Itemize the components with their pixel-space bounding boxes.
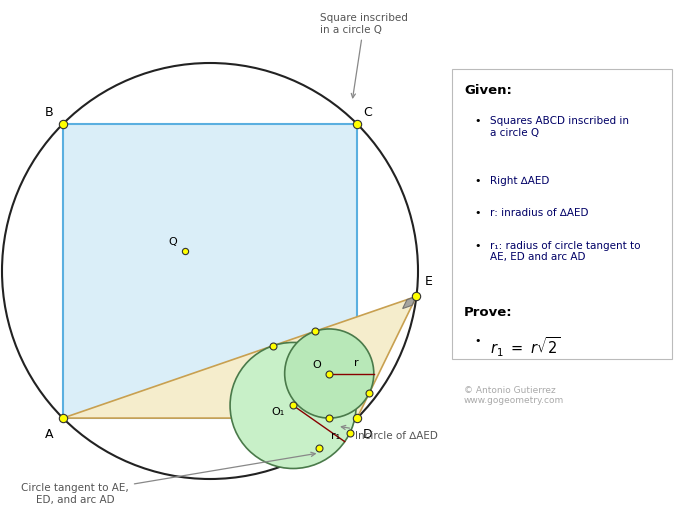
Text: E: E bbox=[424, 276, 433, 288]
Text: O₁: O₁ bbox=[272, 407, 285, 417]
Text: Circle tangent to AE,
ED, and arc AD: Circle tangent to AE, ED, and arc AD bbox=[21, 452, 315, 504]
Polygon shape bbox=[63, 296, 416, 418]
Circle shape bbox=[230, 342, 356, 468]
Text: $r_1\ =\ r\sqrt{2}$: $r_1\ =\ r\sqrt{2}$ bbox=[490, 336, 560, 359]
Text: r: inradius of ∆AED: r: inradius of ∆AED bbox=[490, 208, 589, 218]
Text: •: • bbox=[474, 208, 481, 218]
Text: Incircle of ∆AED: Incircle of ∆AED bbox=[342, 425, 438, 441]
Text: r: r bbox=[354, 357, 359, 367]
Text: •: • bbox=[474, 336, 481, 346]
Circle shape bbox=[285, 329, 374, 418]
Text: •: • bbox=[474, 116, 481, 126]
Text: Square inscribed
in a circle Q: Square inscribed in a circle Q bbox=[320, 13, 408, 98]
Polygon shape bbox=[403, 296, 416, 309]
Text: Q: Q bbox=[168, 237, 177, 247]
Text: © Antonio Gutierrez
www.gogeometry.com: © Antonio Gutierrez www.gogeometry.com bbox=[464, 386, 564, 405]
Text: D: D bbox=[363, 428, 373, 441]
Text: Right ∆AED: Right ∆AED bbox=[490, 176, 549, 186]
Text: Squares ABCD inscribed in
a circle Q: Squares ABCD inscribed in a circle Q bbox=[490, 116, 629, 138]
Text: C: C bbox=[363, 106, 372, 119]
Text: r₁: r₁ bbox=[331, 431, 340, 441]
Text: Prove:: Prove: bbox=[464, 306, 513, 319]
Text: r₁: radius of circle tangent to
AE, ED and arc AD: r₁: radius of circle tangent to AE, ED a… bbox=[490, 241, 640, 262]
Text: O: O bbox=[312, 359, 321, 370]
Text: B: B bbox=[44, 106, 53, 119]
Text: A: A bbox=[44, 428, 53, 441]
Text: •: • bbox=[474, 176, 481, 186]
Polygon shape bbox=[63, 124, 357, 418]
Text: •: • bbox=[474, 241, 481, 251]
Text: Given:: Given: bbox=[464, 84, 512, 97]
FancyBboxPatch shape bbox=[452, 69, 672, 359]
